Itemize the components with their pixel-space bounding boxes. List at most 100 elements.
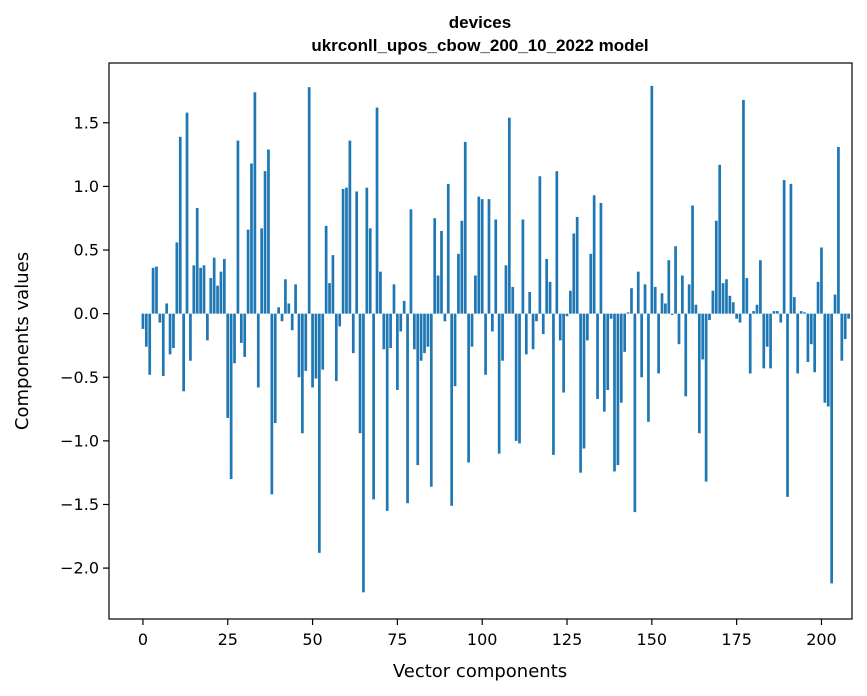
bar-140 <box>616 313 620 466</box>
bar-5 <box>158 313 162 323</box>
bar-161 <box>687 284 691 314</box>
bar-163 <box>694 304 698 314</box>
chart-subtitle: ukrconll_upos_cbow_200_10_2022 model <box>311 36 648 55</box>
bar-159 <box>681 275 684 314</box>
bar-118 <box>541 313 545 335</box>
bar-148 <box>643 284 647 314</box>
bar-183 <box>762 313 766 369</box>
bar-164 <box>697 313 701 434</box>
bar-83 <box>423 313 426 354</box>
bar-2 <box>148 313 152 375</box>
bar-58 <box>338 313 342 327</box>
bar-88 <box>440 230 443 314</box>
bar-30 <box>243 313 247 357</box>
bar-31 <box>246 229 250 314</box>
bar-70 <box>379 271 382 314</box>
bar-187 <box>776 311 779 314</box>
bar-82 <box>419 313 423 361</box>
bar-21 <box>212 257 216 314</box>
bar-112 <box>521 219 525 314</box>
bar-132 <box>589 253 593 314</box>
bar-40 <box>277 307 280 314</box>
bar-80 <box>412 313 416 350</box>
bar-65 <box>362 313 365 593</box>
bar-128 <box>575 216 579 314</box>
bar-181 <box>755 304 759 314</box>
bar-76 <box>399 313 403 332</box>
bar-172 <box>725 279 728 314</box>
bar-16 <box>195 208 199 314</box>
bar-6 <box>161 313 165 376</box>
bar-200 <box>820 247 823 314</box>
bar-111 <box>518 313 521 444</box>
y-tick-label: −0.5 <box>60 368 99 387</box>
bar-198 <box>813 313 817 373</box>
bar-197 <box>809 313 813 345</box>
x-tick-label: 100 <box>467 630 498 649</box>
bar-188 <box>779 313 783 323</box>
bar-134 <box>596 313 599 399</box>
bar-29 <box>239 313 243 343</box>
bar-115 <box>531 313 535 350</box>
bar-99 <box>477 196 481 314</box>
bar-100 <box>480 199 484 314</box>
bar-52 <box>317 313 321 553</box>
bar-79 <box>409 209 413 314</box>
bar-54 <box>324 225 328 314</box>
bar-158 <box>677 313 681 345</box>
bar-150 <box>650 85 654 314</box>
bar-98 <box>474 275 477 314</box>
bar-117 <box>538 176 542 314</box>
bar-114 <box>528 292 532 314</box>
bar-73 <box>389 313 392 348</box>
bar-48 <box>304 313 308 371</box>
bar-146 <box>636 271 640 314</box>
bar-149 <box>647 313 650 422</box>
bar-122 <box>555 171 559 314</box>
chart-title: devices <box>449 13 511 32</box>
bar-196 <box>806 313 810 362</box>
bar-135 <box>599 202 603 314</box>
bar-120 <box>548 281 552 314</box>
bar-47 <box>301 313 304 434</box>
bar-199 <box>816 281 820 314</box>
bar-20 <box>209 278 213 314</box>
x-tick-label: 150 <box>637 630 668 649</box>
bar-142 <box>623 313 627 352</box>
bar-1 <box>144 313 148 347</box>
bar-165 <box>701 313 705 360</box>
bar-185 <box>769 313 772 369</box>
bar-11 <box>178 136 182 314</box>
bar-160 <box>684 313 688 397</box>
bar-108 <box>507 117 511 314</box>
bar-36 <box>263 171 267 314</box>
bar-131 <box>586 313 589 341</box>
bar-84 <box>426 313 430 347</box>
bar-38 <box>270 313 274 495</box>
bar-81 <box>416 313 420 466</box>
bar-93 <box>457 253 460 314</box>
bar-97 <box>470 313 474 347</box>
bar-168 <box>711 290 715 314</box>
bar-44 <box>290 313 294 331</box>
bar-145 <box>633 313 637 513</box>
bar-9 <box>172 313 175 348</box>
bar-162 <box>691 205 694 314</box>
y-tick-label: 0.0 <box>74 304 99 323</box>
bar-23 <box>219 271 223 314</box>
bar-66 <box>365 187 369 314</box>
bar-64 <box>358 313 362 434</box>
x-tick-label: 50 <box>302 630 322 649</box>
bar-205 <box>837 146 840 314</box>
x-axis-ticks: 0 25 50 75 100 125 150 175 200 <box>138 619 837 649</box>
bar-90 <box>446 183 450 314</box>
bar-42 <box>284 279 287 314</box>
bar-17 <box>199 267 202 314</box>
bar-53 <box>321 313 325 370</box>
bar-116 <box>535 313 538 322</box>
bar-192 <box>792 297 796 314</box>
bar-170 <box>718 164 722 314</box>
bar-156 <box>670 313 674 315</box>
